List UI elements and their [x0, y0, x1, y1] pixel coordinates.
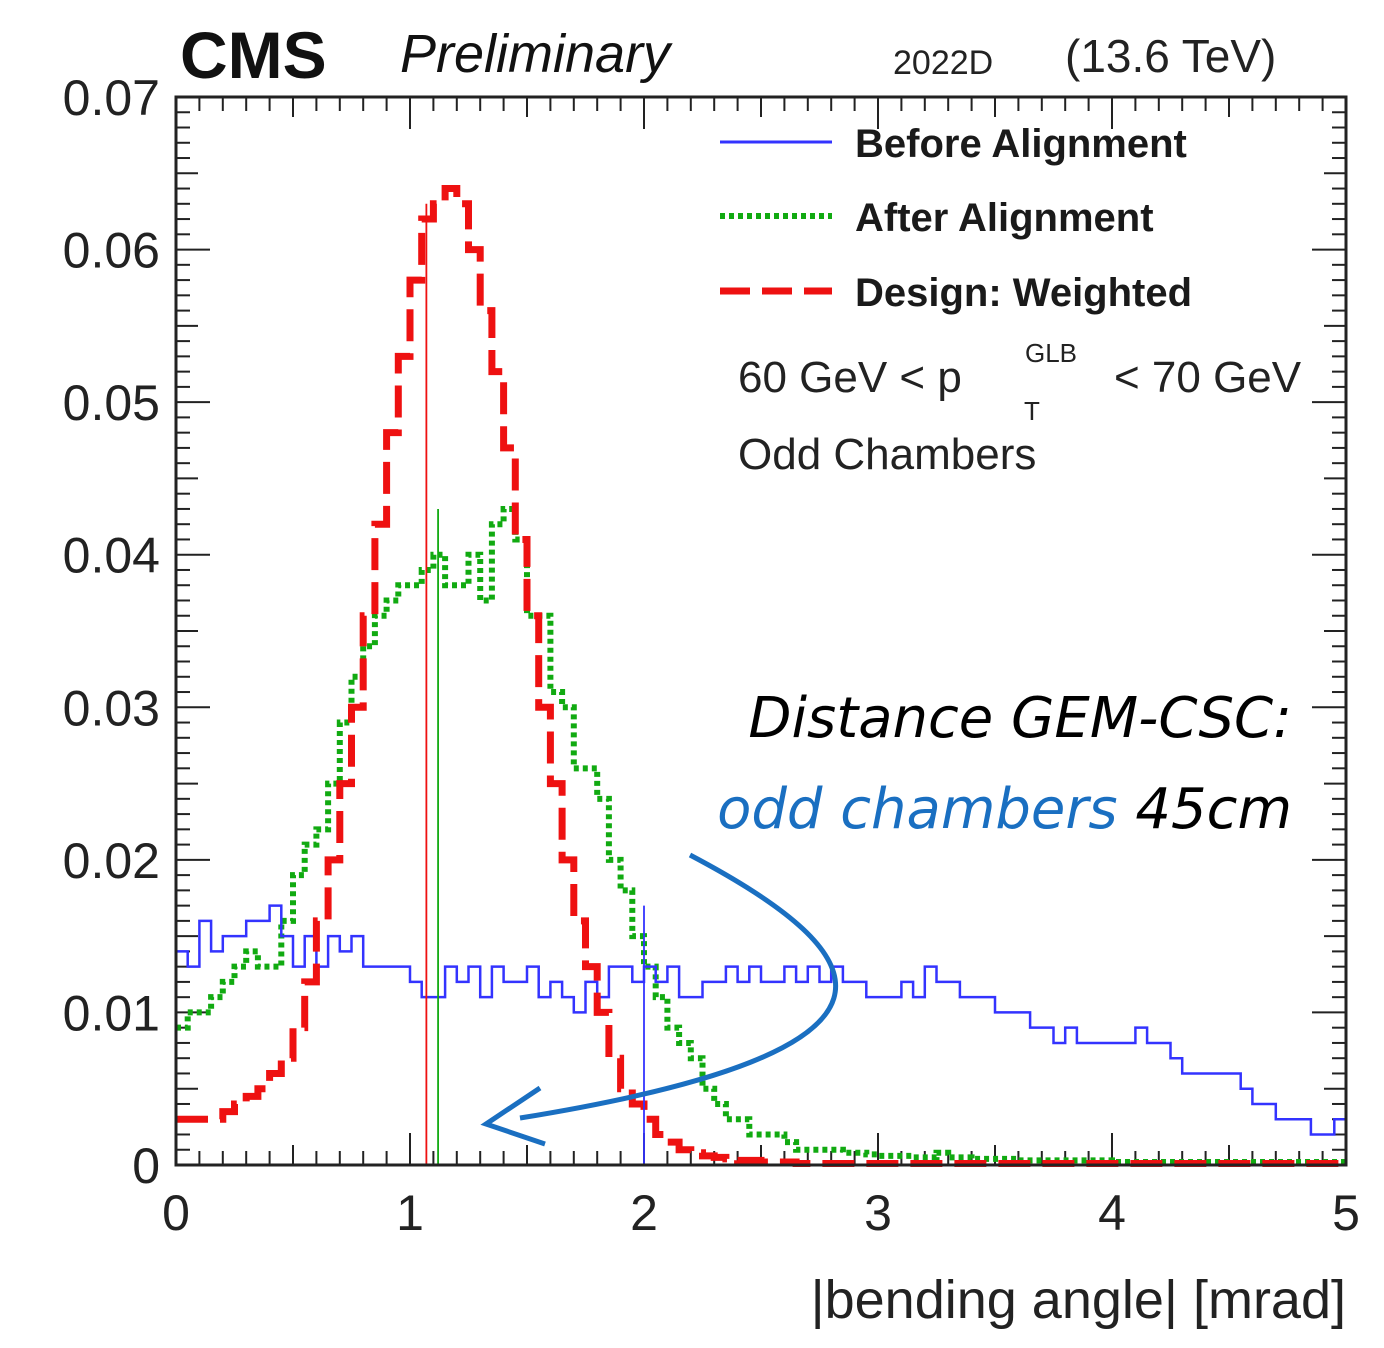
x-tick-label: 1 [396, 1185, 424, 1241]
x-tick-label: 2 [630, 1185, 658, 1241]
y-tick-label: 0.04 [63, 528, 160, 584]
legend: Before Alignment After Alignment Design:… [720, 122, 1192, 315]
annotation-distance: 45cm [1135, 777, 1292, 842]
x-axis-title: |bending angle| [mrad] [811, 1270, 1346, 1330]
annotation-arrow [519, 852, 839, 1121]
plot-frame [174, 95, 1348, 1167]
selection-label: Odd Chambers [738, 430, 1036, 479]
y-tick-label: 0 [132, 1138, 160, 1194]
run-label: 2022D [893, 44, 993, 82]
cut-subscript: T [1024, 396, 1040, 426]
annotation-line2: odd chambers 45cm [717, 777, 1292, 842]
cut-superscript: GLB [1025, 338, 1077, 368]
x-tick-label: 0 [162, 1185, 190, 1241]
energy-label: (13.6 TeV) [1065, 30, 1276, 82]
annotation-line1: Distance GEM-CSC: [748, 686, 1292, 751]
annotation-arrowhead [480, 1085, 546, 1147]
series-design-weighted [176, 185, 1346, 1167]
y-tick-label: 0.06 [63, 223, 160, 279]
status-label: Preliminary [400, 24, 673, 84]
x-tick-label: 5 [1332, 1185, 1360, 1241]
legend-label-design: Design: Weighted [855, 271, 1192, 315]
experiment-label: CMS [180, 18, 327, 92]
axis-ticks: 0 1 2 3 4 5 0 0.01 0.02 0.03 0.04 0.05 0.06 0.07 [63, 70, 1360, 1241]
y-tick-label: 0.02 [63, 833, 160, 889]
y-tick-label: 0.03 [63, 680, 160, 736]
y-tick-label: 0.01 [63, 985, 160, 1041]
annotation-highlight: odd chambers [717, 777, 1118, 842]
cut-suffix: < 70 GeV [1114, 353, 1302, 402]
legend-label-after: After Alignment [855, 196, 1154, 240]
y-tick-label: 0.05 [63, 375, 160, 431]
legend-label-before: Before Alignment [855, 122, 1187, 166]
series-layer [176, 185, 1346, 1167]
mean-lines [425, 203, 645, 1165]
x-tick-label: 3 [864, 1185, 892, 1241]
annotation-rest [1118, 777, 1136, 842]
series-before-alignment [176, 904, 1346, 1136]
x-tick-label: 4 [1098, 1185, 1126, 1241]
cut-prefix: 60 GeV < p [738, 353, 962, 402]
y-tick-label: 0.07 [63, 70, 160, 126]
